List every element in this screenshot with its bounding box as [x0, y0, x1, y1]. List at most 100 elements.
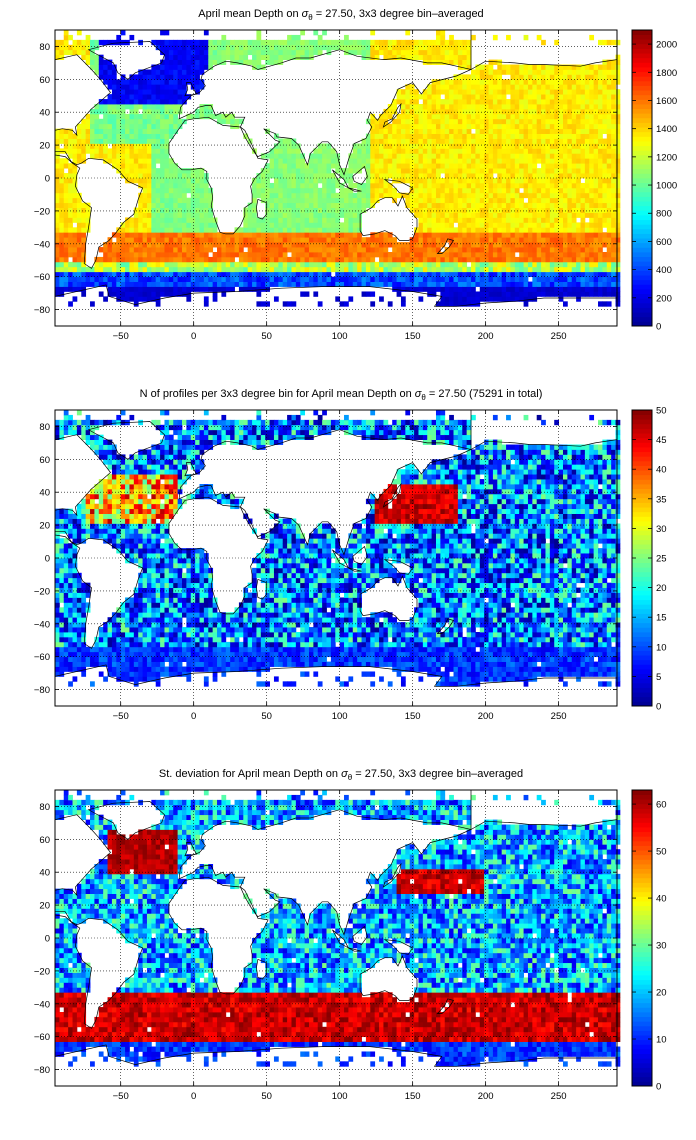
heatmap-cell — [576, 74, 581, 79]
heatmap-cell — [94, 134, 99, 139]
heatmap-cell — [375, 139, 380, 144]
heatmap-cell — [327, 158, 332, 163]
heatmap-cell — [598, 158, 603, 163]
heatmap-cell — [554, 198, 559, 203]
heatmap-cell — [541, 74, 546, 79]
heatmap-cell — [589, 158, 594, 163]
heatmap-cell — [261, 272, 266, 277]
heatmap-cell — [515, 242, 520, 247]
heatmap-cell — [327, 148, 332, 153]
heatmap-cell — [502, 193, 507, 198]
heatmap-cell — [283, 45, 288, 50]
heatmap-cell — [497, 139, 502, 144]
heatmap-cell — [581, 227, 586, 232]
heatmap-cell — [252, 257, 257, 262]
heatmap-cell — [427, 178, 432, 183]
heatmap-cell — [559, 267, 564, 272]
heatmap-cell — [370, 178, 375, 183]
heatmap-cell — [366, 153, 371, 158]
heatmap-cell — [607, 217, 612, 222]
heatmap-cell — [340, 242, 345, 247]
heatmap-cell — [160, 222, 165, 227]
heatmap-cell — [221, 262, 226, 267]
heatmap-cell — [497, 134, 502, 139]
heatmap-cell — [602, 40, 607, 45]
heatmap-cell — [559, 208, 564, 213]
heatmap-cell — [550, 124, 555, 129]
heatmap-cell — [59, 267, 64, 272]
heatmap-cell — [462, 163, 467, 168]
heatmap-cell — [186, 74, 191, 79]
heatmap-cell — [99, 119, 104, 124]
heatmap-cell — [493, 148, 498, 153]
heatmap-cell — [309, 272, 314, 277]
heatmap-cell — [213, 50, 218, 55]
heatmap-cell — [458, 296, 463, 301]
heatmap-cell — [489, 178, 494, 183]
heatmap-cell — [567, 208, 572, 213]
heatmap-cell — [340, 45, 345, 50]
heatmap-cell — [99, 272, 104, 277]
heatmap-cell — [524, 134, 529, 139]
heatmap-cell — [68, 277, 73, 282]
heatmap-cell — [471, 222, 476, 227]
heatmap-cell — [515, 134, 520, 139]
heatmap-cell — [178, 69, 183, 74]
heatmap-cell — [550, 237, 555, 242]
heatmap-cell — [572, 237, 577, 242]
heatmap-cell — [182, 242, 187, 247]
heatmap-cell — [305, 198, 310, 203]
heatmap-cell — [423, 99, 428, 104]
heatmap-cell — [379, 40, 384, 45]
heatmap-cell — [454, 242, 459, 247]
heatmap-cell — [357, 237, 362, 242]
heatmap-cell — [563, 148, 568, 153]
heatmap-cell — [449, 188, 454, 193]
heatmap-cell — [524, 217, 529, 222]
heatmap-cell — [611, 99, 616, 104]
heatmap-cell — [243, 55, 248, 60]
heatmap-cell — [173, 203, 178, 208]
heatmap-cell — [559, 287, 564, 292]
heatmap-cell — [291, 198, 296, 203]
heatmap-cell — [195, 45, 200, 50]
heatmap-cell — [397, 277, 402, 282]
heatmap-cell — [213, 237, 218, 242]
heatmap-cell — [331, 267, 336, 272]
heatmap-cell — [572, 148, 577, 153]
heatmap-cell — [594, 208, 599, 213]
heatmap-cell — [607, 65, 612, 70]
heatmap-cell — [235, 267, 240, 272]
heatmap-cell — [388, 45, 393, 50]
heatmap-cell — [397, 94, 402, 99]
heatmap-cell — [405, 134, 410, 139]
heatmap-cell — [510, 183, 515, 188]
heatmap-cell — [138, 94, 143, 99]
heatmap-cell — [567, 129, 572, 134]
heatmap-cell — [134, 114, 139, 119]
heatmap-cell — [191, 193, 196, 198]
heatmap-cell — [489, 74, 494, 79]
heatmap-cell — [510, 79, 515, 84]
heatmap-cell — [64, 277, 69, 282]
heatmap-cell — [300, 208, 305, 213]
heatmap-cell — [462, 213, 467, 218]
heatmap-cell — [265, 301, 270, 306]
heatmap-cell — [545, 193, 550, 198]
heatmap-cell — [305, 232, 310, 237]
heatmap-cell — [305, 193, 310, 198]
heatmap-cell — [585, 227, 590, 232]
heatmap-cell — [151, 183, 156, 188]
heatmap-cell — [510, 129, 515, 134]
heatmap-cell — [86, 272, 91, 277]
heatmap-cell — [300, 222, 305, 227]
heatmap-cell — [528, 148, 533, 153]
heatmap-cell — [418, 222, 423, 227]
heatmap-cell — [164, 94, 169, 99]
heatmap-cell — [537, 208, 542, 213]
heatmap-cell — [467, 227, 472, 232]
heatmap-cell — [331, 178, 336, 183]
heatmap-cell — [296, 55, 301, 60]
heatmap-cell — [414, 252, 419, 257]
heatmap-cell — [414, 287, 419, 292]
